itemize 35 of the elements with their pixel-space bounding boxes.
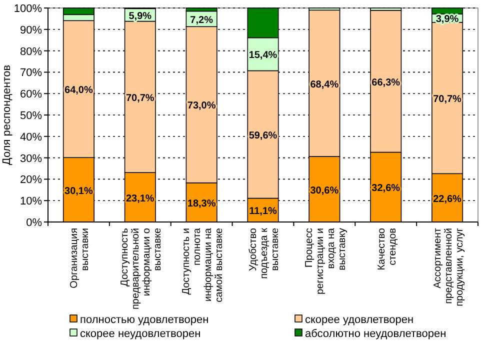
y-tick-label: 20% <box>20 174 42 186</box>
legend-label: скорее неудовлетворен <box>80 328 201 340</box>
data-label: 32,6% <box>372 183 400 194</box>
y-tick-label: 40% <box>20 131 42 144</box>
data-label: 30,1% <box>64 186 93 197</box>
data-label: 15,4% <box>248 50 278 62</box>
y-tick-label: 30% <box>20 152 42 165</box>
y-tick-label: 100% <box>14 3 42 15</box>
data-label: 5,9% <box>128 10 152 22</box>
data-label: 66,3% <box>372 77 400 88</box>
data-label: 64,0% <box>64 85 93 96</box>
data-label: 23,1% <box>126 193 154 204</box>
data-label: 68,4% <box>310 79 339 90</box>
y-tick-label: 60% <box>20 88 42 101</box>
data-label: 73,0% <box>187 100 216 112</box>
data-label: 7,2% <box>190 14 214 26</box>
x-tick-label: Качество стендов <box>376 228 398 270</box>
data-label: 30,6% <box>310 185 339 196</box>
data-label: 70,7% <box>433 94 462 105</box>
y-tick-label: 0% <box>26 217 42 229</box>
data-label: 22,6% <box>433 194 462 205</box>
y-tick-label: 70% <box>20 67 42 80</box>
legend-label: скорее удовлетворен <box>305 314 414 326</box>
y-tick-label: 50% <box>20 110 42 122</box>
data-label: 70,7% <box>126 92 154 104</box>
data-label: 11,1% <box>249 206 278 218</box>
y-tick-label: 80% <box>20 46 42 58</box>
y-tick-label: 10% <box>20 196 42 208</box>
x-tick-label: Организация выставки <box>69 228 92 288</box>
data-label: 18,3% <box>187 198 216 210</box>
y-tick-label: 90% <box>20 24 42 36</box>
legend-label: полностью удовлетворен <box>80 314 209 326</box>
legend-label: абсолютно неудовлетворен <box>305 328 446 340</box>
y-axis-title: Доля респондентов <box>1 64 13 166</box>
data-label: 59,6% <box>248 130 278 142</box>
